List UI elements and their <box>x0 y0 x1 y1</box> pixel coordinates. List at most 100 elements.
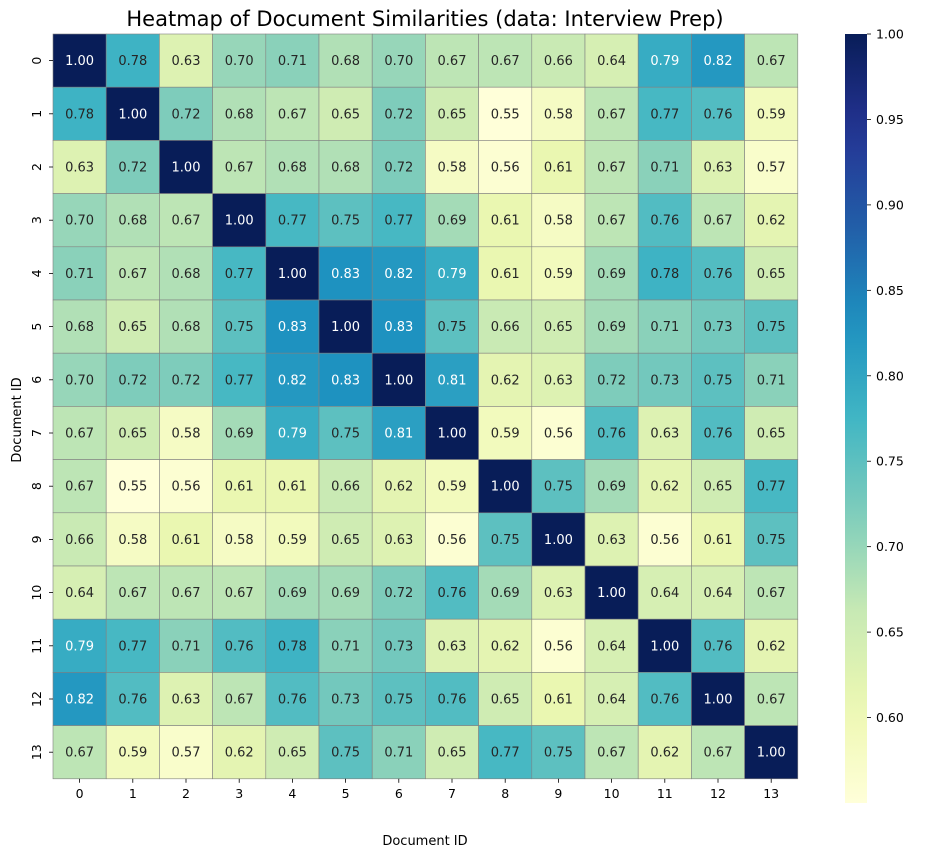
cell-value-label: 0.78 <box>118 54 147 69</box>
heatmap-cell <box>105 512 160 567</box>
cell-value-label: 0.62 <box>757 639 786 654</box>
y-tick-label: 12 <box>29 691 44 707</box>
cell-value-label: 0.65 <box>757 427 786 442</box>
y-axis-label: Document ID <box>10 377 25 462</box>
cell-value-label: 1.00 <box>331 320 360 335</box>
cell-value-label: 1.00 <box>225 214 254 229</box>
cell-value-label: 0.67 <box>597 161 626 176</box>
cell-value-label: 1.00 <box>118 107 147 122</box>
heatmap-cell <box>584 672 639 726</box>
cell-value-label: 0.57 <box>172 746 201 761</box>
cell-value-label: 0.65 <box>118 427 147 442</box>
cell-value-label: 0.76 <box>704 267 733 282</box>
cell-value-label: 0.69 <box>225 427 254 442</box>
heatmap-cell <box>478 618 533 673</box>
cell-value-label: 0.69 <box>597 480 626 495</box>
cell-value-label: 1.00 <box>597 586 626 601</box>
heatmap-cell <box>637 459 692 514</box>
cell-value-label: 0.76 <box>650 693 679 708</box>
cell-value-label: 0.73 <box>331 693 360 708</box>
heatmap-cell <box>637 140 692 194</box>
cell-value-label: 0.66 <box>544 54 573 69</box>
cell-value-label: 0.67 <box>704 746 733 761</box>
cell-value-label: 0.69 <box>438 214 467 229</box>
cell-value-label: 0.62 <box>491 373 520 388</box>
heatmap-cell <box>212 299 267 354</box>
heatmap-cell <box>744 512 799 567</box>
colorbar-tick-label: 0.80 <box>876 368 904 383</box>
heatmap-cell <box>318 725 373 780</box>
cell-value-label: 0.76 <box>118 693 147 708</box>
heatmap-cell <box>52 193 107 248</box>
heatmap-cell <box>425 86 479 141</box>
y-tick-label: 10 <box>29 585 44 601</box>
cell-value-label: 0.67 <box>597 214 626 229</box>
cell-value-label: 1.00 <box>757 746 786 761</box>
cell-value-label: 0.63 <box>172 54 201 69</box>
heatmap-cell <box>584 246 639 301</box>
heatmap-cell <box>159 140 213 194</box>
heatmap-cell <box>105 406 160 460</box>
cell-value-label: 0.65 <box>278 746 307 761</box>
cell-value-label: 0.75 <box>757 533 786 548</box>
heatmap-cell <box>105 86 160 141</box>
heatmap-cell <box>212 512 267 567</box>
cell-value-label: 0.68 <box>225 107 254 122</box>
heatmap-cell <box>744 140 799 194</box>
heatmap-cell <box>265 193 320 248</box>
cell-value-label: 0.73 <box>650 373 679 388</box>
heatmap-cell <box>478 406 533 460</box>
cell-value-label: 0.75 <box>544 480 573 495</box>
heatmap-cell <box>105 618 160 673</box>
heatmap-cell <box>478 299 533 354</box>
heatmap-cell <box>691 406 745 460</box>
heatmap-cell <box>265 672 320 726</box>
heatmap-cell <box>265 565 320 620</box>
cell-value-label: 0.81 <box>438 373 467 388</box>
cell-value-label: 0.67 <box>65 427 94 442</box>
cell-value-label: 0.69 <box>491 586 520 601</box>
cell-value-label: 0.61 <box>491 267 520 282</box>
x-axis-ticks: 0 1 2 3 4 5 6 7 8 9 10 11 12 13 <box>76 778 779 801</box>
y-tick-label: 8 <box>29 482 44 490</box>
cell-value-label: 0.57 <box>757 161 786 176</box>
cell-value-label: 0.65 <box>118 320 147 335</box>
heatmap-cell <box>531 246 586 301</box>
heatmap-cell <box>425 299 479 354</box>
heatmap-cell <box>531 352 586 407</box>
cell-value-label: 0.65 <box>438 746 467 761</box>
cell-value-label: 0.78 <box>278 639 307 654</box>
cell-value-label: 0.68 <box>172 320 201 335</box>
heatmap-cell <box>584 459 639 514</box>
cell-value-label: 0.75 <box>491 533 520 548</box>
cell-value-label: 1.00 <box>544 533 573 548</box>
cell-value-label: 0.71 <box>278 54 307 69</box>
cell-value-label: 0.64 <box>704 586 733 601</box>
cell-value-label: 0.55 <box>491 107 520 122</box>
heatmap-cell <box>425 246 479 301</box>
heatmap-cell <box>531 725 586 780</box>
cell-value-label: 0.65 <box>757 267 786 282</box>
heatmap-cell <box>691 352 745 407</box>
cell-value-label: 0.77 <box>491 746 520 761</box>
heatmap-cell <box>318 299 373 354</box>
cell-value-label: 0.65 <box>544 320 573 335</box>
cell-value-label: 0.55 <box>118 480 147 495</box>
heatmap-cell <box>531 672 586 726</box>
heatmap-cell <box>691 672 745 726</box>
cell-value-label: 0.83 <box>278 320 307 335</box>
x-axis-label: Document ID <box>382 834 467 849</box>
cell-value-label: 0.70 <box>225 54 254 69</box>
cell-value-label: 0.58 <box>118 533 147 548</box>
heatmap-cell <box>52 512 107 567</box>
cell-value-label: 0.56 <box>172 480 201 495</box>
cell-value-label: 0.76 <box>704 639 733 654</box>
cell-value-label: 0.75 <box>331 427 360 442</box>
x-tick-label: 1 <box>129 786 137 801</box>
x-tick-label: 10 <box>604 786 620 801</box>
cell-value-label: 0.79 <box>438 267 467 282</box>
heatmap-cell <box>531 406 586 460</box>
heatmap-cell <box>425 512 479 567</box>
heatmap-cell <box>159 352 213 407</box>
x-tick-label: 5 <box>342 786 350 801</box>
